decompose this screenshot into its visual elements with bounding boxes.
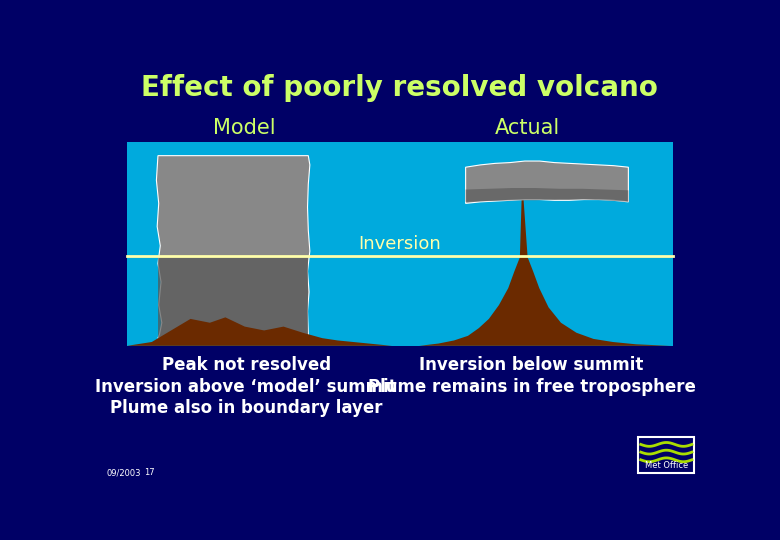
- Polygon shape: [466, 161, 629, 204]
- Text: 09/2003: 09/2003: [107, 468, 141, 477]
- Polygon shape: [127, 318, 407, 346]
- Text: Peak not resolved: Peak not resolved: [161, 356, 331, 374]
- Text: Actual: Actual: [495, 118, 560, 138]
- Text: Inversion: Inversion: [358, 235, 441, 253]
- Text: 17: 17: [144, 468, 154, 477]
- Text: Plume also in boundary layer: Plume also in boundary layer: [110, 399, 382, 417]
- Text: Inversion below summit: Inversion below summit: [420, 356, 644, 374]
- Polygon shape: [157, 156, 310, 338]
- Text: Met Office: Met Office: [645, 462, 688, 470]
- Bar: [639, 437, 694, 473]
- Polygon shape: [158, 256, 308, 338]
- Polygon shape: [466, 188, 629, 202]
- Text: Inversion above ‘model’ summit: Inversion above ‘model’ summit: [95, 377, 397, 396]
- Bar: [127, 142, 673, 346]
- Text: Effect of poorly resolved volcano: Effect of poorly resolved volcano: [141, 74, 658, 102]
- Polygon shape: [419, 180, 671, 346]
- Text: Model: Model: [214, 118, 276, 138]
- Text: Plume remains in free troposphere: Plume remains in free troposphere: [367, 377, 696, 396]
